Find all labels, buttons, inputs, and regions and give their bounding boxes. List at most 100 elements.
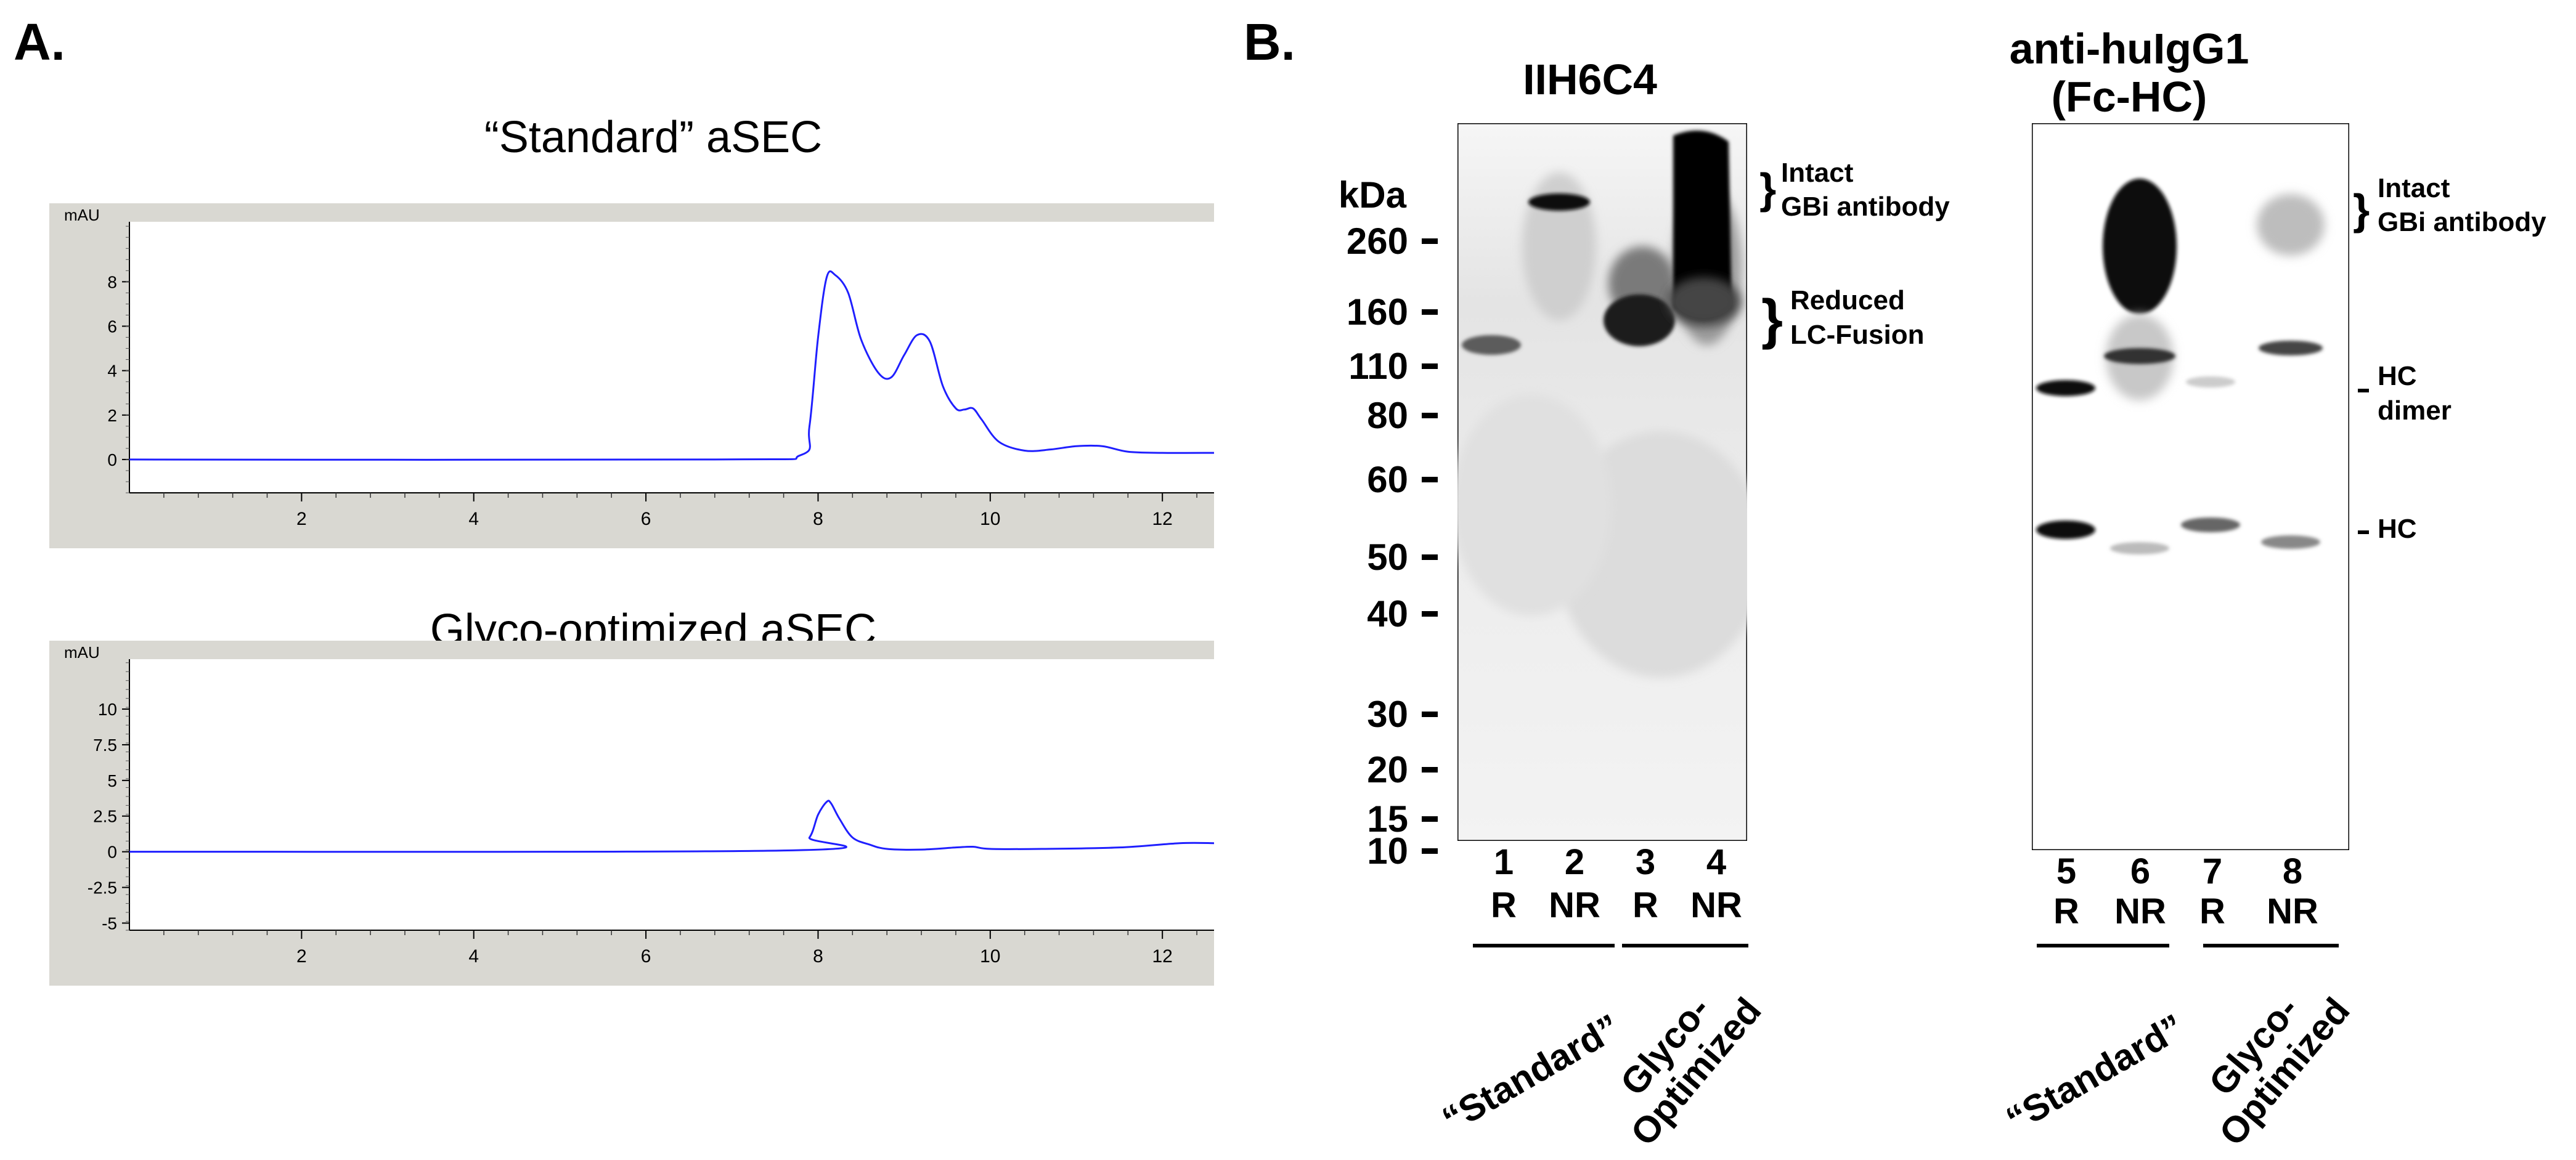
kda-marker-260: 260: [1346, 221, 1408, 262]
blot-right-title-1: anti-huIgG1: [2009, 25, 2249, 73]
lane-number-1: 1: [1493, 842, 1514, 882]
kda-marker-50: 50: [1367, 537, 1408, 578]
kda-marker-30: 30: [1367, 694, 1408, 735]
chart-1-x-tick-label: 4: [468, 509, 479, 529]
annotation-intact-right: Intact: [2378, 173, 2450, 203]
chart-2-y-tick-label: -5: [102, 914, 117, 933]
kda-marker-40: 40: [1367, 593, 1408, 635]
annotation-hc-dimer-2: dimer: [2378, 395, 2452, 426]
annotation-hc: HC: [2378, 514, 2417, 544]
chart-1-plot: mAU 2 4 6 8 10 12 0 2 4 6 8: [49, 203, 1214, 548]
chart-2-series-line: [129, 800, 1214, 853]
lane-type-8: NR: [2267, 891, 2318, 931]
chart-1-x-tick-label: 6: [641, 509, 651, 529]
brace-intact-right: }: [2353, 185, 2370, 233]
kda-label: kDa: [1338, 174, 1406, 216]
brace-intact-left: }: [1759, 164, 1777, 213]
annotation-gbi-antibody-left: GBi antibody: [1781, 192, 1950, 222]
chart-2-x-tick-label: 6: [641, 946, 651, 967]
kda-marker-dash: [1422, 611, 1438, 617]
kda-marker-110: 110: [1348, 346, 1408, 387]
chart-2-x-tick-label: 12: [1152, 946, 1173, 967]
chart-2-x-tick-label: 8: [813, 946, 823, 967]
chart-1-x-tick-label: 10: [980, 509, 1000, 529]
annotation-reduced-left: Reduced: [1790, 285, 1905, 315]
annotation-hc-dimer-1: HC: [2378, 361, 2417, 391]
chart-2-y-tick-label: 2.5: [93, 807, 117, 826]
chart-1-y-tick-label: 8: [107, 272, 117, 291]
blot-left-svg: [1451, 122, 1766, 842]
kda-marker-dash: [1422, 309, 1438, 315]
lane-number-4: 4: [1706, 842, 1727, 882]
kda-marker-dash: [1422, 477, 1438, 482]
lane-number-5: 5: [2056, 851, 2077, 891]
chart-1-ylabel: mAU: [64, 206, 100, 224]
chart-2-y-tick-label: 5: [107, 771, 117, 790]
chart-2-y-tick-label: 7.5: [93, 736, 117, 755]
kda-marker-dash: [1422, 413, 1438, 418]
chart-1-y-tick-label: 2: [107, 406, 117, 425]
kda-marker-dash: [1422, 238, 1438, 244]
chart-1-y-tick-label: 4: [107, 362, 117, 381]
panel-b-label: B.: [1244, 13, 1295, 71]
group-glyco-left: Glyco- Optimized: [1587, 958, 1771, 1156]
kda-marker-dash: [1422, 816, 1438, 822]
group-line-standard-right: [2037, 944, 2169, 947]
chart-2-plot-area: [129, 659, 1214, 930]
group-line-glyco-left: [1622, 944, 1748, 947]
group-line-glyco-right: [2203, 944, 2339, 947]
kda-marker-60: 60: [1367, 459, 1408, 500]
chart-2-y-tick-label: 0: [107, 843, 117, 862]
lane-number-3: 3: [1635, 842, 1656, 882]
blot-left-title: IIH6C4: [1523, 55, 1657, 103]
kda-marker-160: 160: [1346, 291, 1408, 333]
panel-a-label: A.: [14, 13, 65, 71]
kda-marker-15: 15: [1367, 798, 1408, 840]
blot-right-image: [2031, 122, 2350, 851]
annotation-lc-fusion-left: LC-Fusion: [1790, 320, 1925, 350]
chart-1-series-line: [129, 270, 1214, 461]
chart-1-svg: mAU 2 4 6 8 10 12 0 2 4 6 8: [64, 206, 1214, 529]
annotation-intact-left: Intact: [1781, 158, 1854, 188]
chart-2-plot: mAU 2 4 6 8 10 12 10 7.5 5 2.5 0 -2.5 -5: [49, 641, 1214, 986]
chart-2-x-tick-label: 2: [296, 946, 307, 967]
lane-type-1: R: [1491, 885, 1517, 925]
blot-right-svg: [2031, 122, 2350, 851]
kda-marker-20: 20: [1367, 749, 1408, 790]
lane-number-6: 6: [2130, 851, 2151, 891]
annotation-gbi-antibody-right: GBi antibody: [2378, 207, 2546, 237]
lane-type-3: R: [1632, 885, 1658, 925]
chart-2-y-tick-label: 10: [98, 700, 117, 719]
chart-1-x-tick-label: 2: [296, 509, 307, 529]
kda-marker-dash: [1422, 712, 1438, 717]
kda-marker-dash: [1422, 554, 1438, 560]
brace-reduced-left: }: [1761, 289, 1783, 351]
hc-dash: [2358, 530, 2369, 534]
group-standard-right: “Standard”: [1999, 1006, 2191, 1141]
lane-type-4: NR: [1690, 885, 1742, 925]
chart-1-title: “Standard” aSEC: [484, 113, 823, 162]
chart-1-y-tick-label: 0: [107, 450, 117, 469]
lane-type-6: NR: [2114, 891, 2166, 931]
lane-number-8: 8: [2282, 851, 2303, 891]
kda-marker-dash: [1422, 848, 1438, 854]
kda-marker-dash: [1422, 363, 1438, 369]
chart-2-x-tick-label: 10: [980, 946, 1000, 967]
chart-2-x-tick-label: 4: [468, 946, 479, 967]
lane-number-7: 7: [2202, 851, 2223, 891]
lane-number-2: 2: [1564, 842, 1585, 882]
chart-2-y-tick-label: -2.5: [88, 878, 117, 898]
hc-dimer-dash: [2358, 389, 2369, 392]
blot-right-title-2: (Fc-HC): [2051, 73, 2207, 121]
chart-1-y-tick-label: 6: [107, 317, 117, 336]
chart-2-svg: mAU 2 4 6 8 10 12 10 7.5 5 2.5 0 -2.5 -5: [64, 643, 1214, 967]
kda-marker-10: 10: [1367, 830, 1408, 872]
chart-2-ylabel: mAU: [64, 643, 100, 662]
kda-marker-dash: [1422, 767, 1438, 773]
group-standard-left: “Standard”: [1435, 1006, 1627, 1141]
chart-1-x-tick-label: 12: [1152, 509, 1173, 529]
chart-1-plot-area: [129, 222, 1214, 493]
group-glyco-right: Glyco- Optimized: [2175, 958, 2359, 1156]
blot-left-image: [1451, 122, 1766, 842]
lane-type-2: NR: [1549, 885, 1600, 925]
